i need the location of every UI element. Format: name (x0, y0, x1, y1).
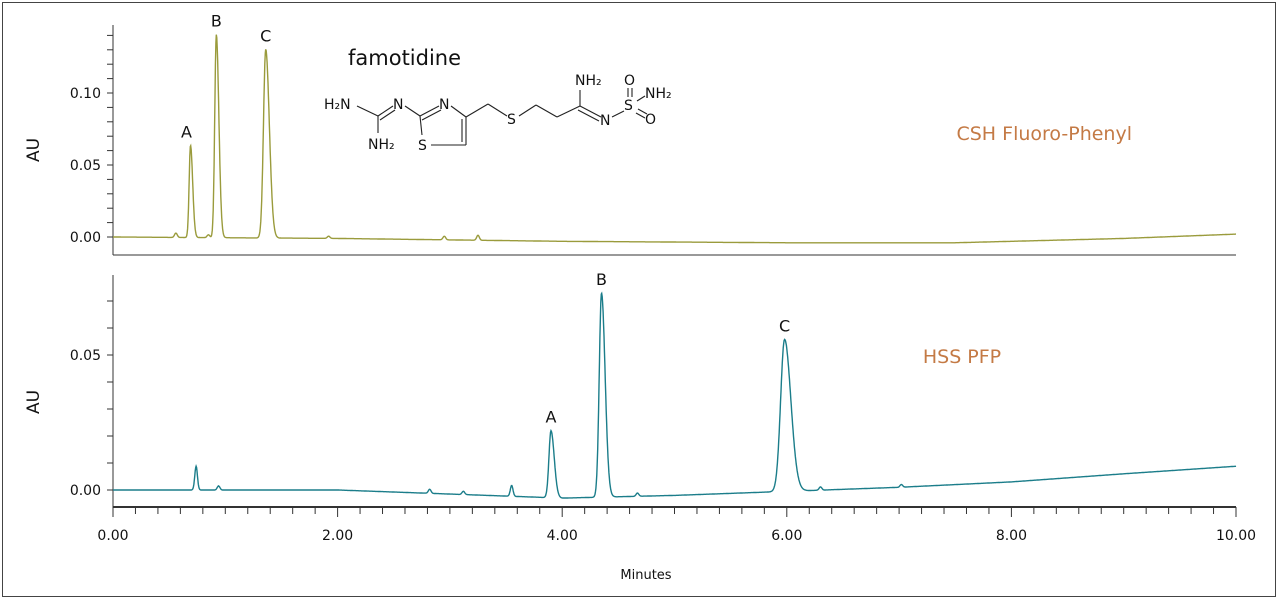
atom-label: NH₂ (368, 137, 395, 153)
bottom-peak-label-b: B (596, 270, 607, 289)
bottom-y-tick-label: 0.05 (70, 348, 101, 364)
bottom-y-label: AU (24, 390, 44, 414)
bottom-peak-label-a: A (545, 408, 556, 427)
atom-label: NH₂ (645, 86, 672, 102)
compound-name: famotidine (348, 46, 461, 70)
top-peak-label-b: B (211, 12, 222, 31)
x-tick-label: 0.00 (97, 528, 128, 544)
top-y-tick-label: 0.10 (70, 86, 101, 102)
atom-label: H₂N (324, 97, 351, 113)
top-y-tick-label: 0.00 (70, 230, 101, 246)
top-y-tick-label: 0.05 (70, 158, 101, 174)
top-annotation: CSH Fluoro-Phenyl (956, 123, 1132, 145)
atom-label: S (507, 112, 516, 128)
x-tick-label: 4.00 (547, 528, 578, 544)
bottom-peak-label-c: C (779, 316, 790, 335)
top-chromatogram-trace (113, 34, 1236, 244)
atom-label: O (624, 73, 635, 89)
x-tick-label: 10.00 (1216, 528, 1256, 544)
atom-label: S (624, 98, 633, 114)
atom-label: O (645, 112, 656, 128)
bottom-panel: AU HSS PFP Minutes (24, 346, 1001, 583)
top-peak-label-a: A (181, 122, 192, 141)
bottom-y-tick-label: 0.00 (70, 483, 101, 499)
atom-label: NH₂ (575, 73, 602, 89)
bottom-annotation: HSS PFP (923, 346, 1001, 368)
x-axis-label: Minutes (620, 568, 671, 583)
atom-label: S (418, 138, 427, 154)
x-tick-label: 8.00 (996, 528, 1027, 544)
top-panel: AU CSH Fluoro-Phenyl famotidine (24, 46, 1132, 162)
famotidine-structure (356, 88, 648, 146)
bottom-chromatogram-trace (113, 291, 1237, 499)
atom-label: N (600, 113, 610, 129)
atom-label: N (439, 97, 449, 113)
x-tick-label: 2.00 (322, 528, 353, 544)
x-tick-label: 6.00 (771, 528, 802, 544)
top-peak-label-c: C (260, 26, 271, 45)
top-y-label: AU (24, 138, 44, 162)
atom-label: N (393, 97, 403, 113)
